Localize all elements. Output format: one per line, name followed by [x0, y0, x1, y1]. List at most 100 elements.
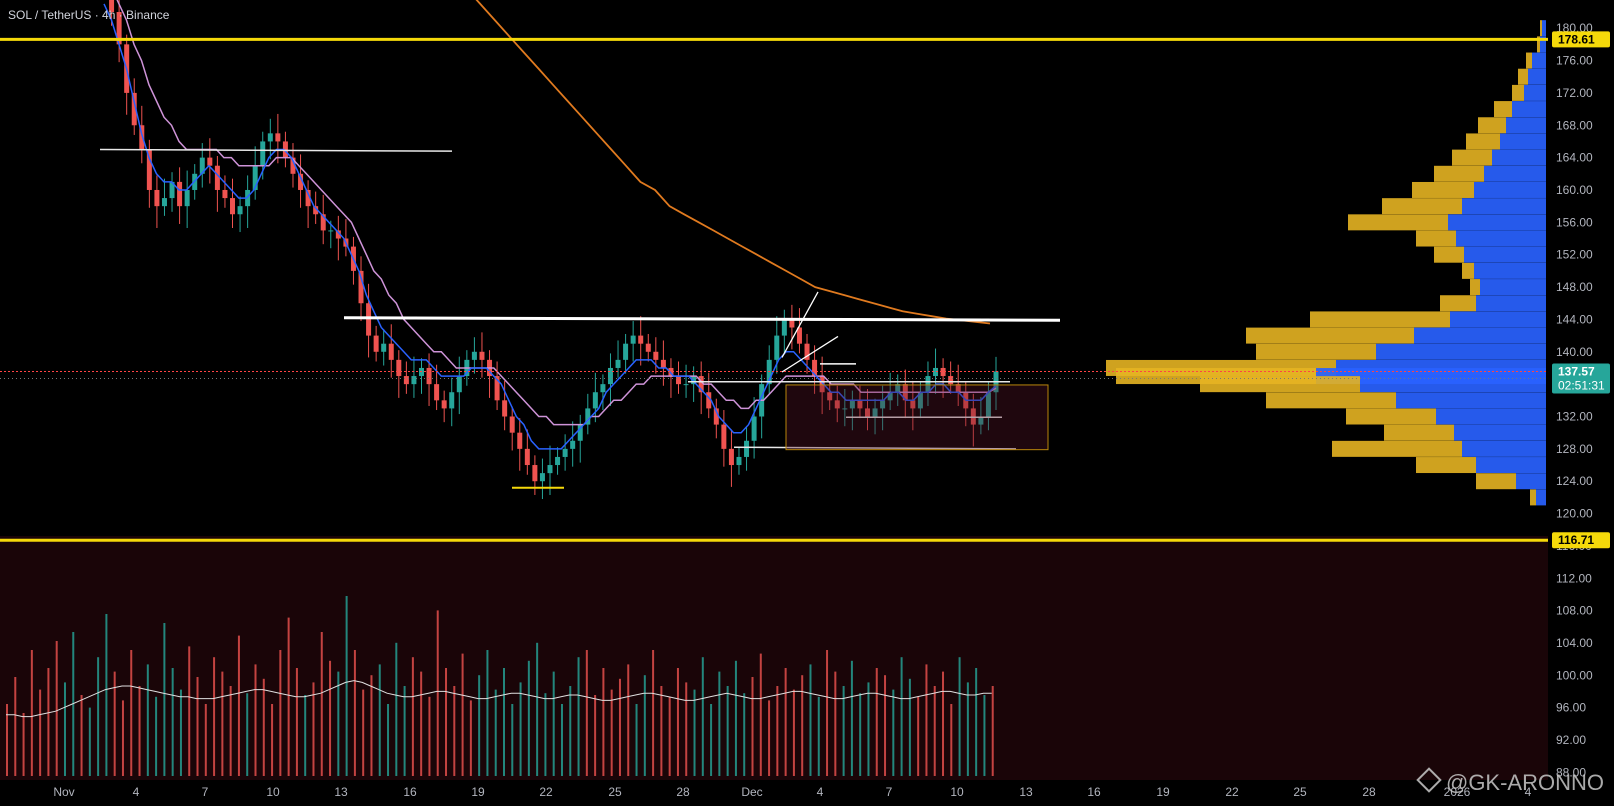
- volume-bar: [403, 686, 406, 776]
- vp-bear-bar: [1537, 36, 1540, 53]
- vp-bull-bar: [1462, 198, 1546, 215]
- channel-line-upper[interactable]: [781, 291, 819, 358]
- candle-body: [774, 335, 780, 360]
- volume-bar: [519, 682, 522, 776]
- price-tick-label: 152.00: [1556, 248, 1593, 262]
- lower-level-tag: 116.71: [1558, 533, 1594, 547]
- vp-bull-bar: [1462, 440, 1546, 457]
- candle-body: [358, 270, 364, 304]
- vp-bear-bar: [1266, 392, 1396, 409]
- price-tick-label: 140.00: [1556, 345, 1593, 359]
- candle-body: [849, 400, 855, 409]
- price-tick-label: 120.00: [1556, 507, 1593, 521]
- volume-bar: [428, 696, 431, 776]
- resistance-line-main[interactable]: [343, 316, 1061, 322]
- vp-bull-bar: [1454, 424, 1546, 441]
- candle-body: [630, 335, 636, 344]
- vp-bull-bar: [1450, 311, 1546, 328]
- symbol-title[interactable]: SOL / TetherUS · 4h · Binance: [8, 8, 170, 22]
- candle-body: [199, 157, 205, 174]
- candle-body: [328, 230, 334, 232]
- volume-bar: [494, 689, 497, 776]
- candle-body: [154, 189, 160, 207]
- drawing-tools[interactable]: [99, 148, 1061, 489]
- candle-body: [411, 376, 417, 385]
- price-tick-label: 160.00: [1556, 183, 1593, 197]
- volume-bar: [784, 668, 787, 776]
- vp-bear-bar: [1310, 311, 1450, 328]
- vp-bull-bar: [1516, 473, 1546, 490]
- volume-bar: [792, 689, 795, 776]
- vp-bull-bar: [1528, 68, 1546, 85]
- price-tick-label: 108.00: [1556, 604, 1593, 618]
- candle-body: [819, 376, 825, 393]
- volume-bar: [163, 623, 166, 776]
- candle-body: [381, 343, 387, 352]
- volume-bar: [809, 664, 812, 776]
- candle-body: [298, 173, 304, 190]
- volume-bar: [610, 689, 613, 776]
- volume-bar: [552, 671, 555, 776]
- candle-body: [502, 400, 508, 417]
- volume-bar: [933, 686, 936, 776]
- price-tick-label: 164.00: [1556, 151, 1593, 165]
- candle-body: [691, 376, 697, 385]
- moving-averages: [103, 0, 997, 450]
- vp-bull-bar: [1448, 214, 1546, 231]
- watermark-text: @GK-ARONNO: [1445, 770, 1604, 795]
- candle-body: [524, 448, 530, 466]
- volume-bar: [958, 657, 961, 776]
- candle-body: [555, 456, 561, 466]
- price-tick-label: 148.00: [1556, 280, 1593, 294]
- vp-bear-bar: [1540, 20, 1542, 37]
- volume-bar: [577, 657, 580, 776]
- candle-body: [887, 392, 893, 401]
- candle-body: [426, 367, 432, 385]
- candle-body: [676, 376, 682, 385]
- candle-body: [116, 12, 122, 45]
- candle-body: [207, 157, 213, 166]
- consolidation-box[interactable]: [785, 384, 1049, 451]
- candle-body: [812, 359, 818, 377]
- candle-body: [245, 189, 251, 207]
- vp-bear-bar: [1452, 149, 1492, 166]
- volume-bar: [685, 682, 688, 776]
- binance-diamond-icon: [1416, 767, 1442, 793]
- candle-body: [252, 165, 258, 190]
- demand-line[interactable]: [733, 446, 1017, 450]
- price-tick-label: 88.00: [1556, 765, 1586, 779]
- volume-bar: [88, 707, 91, 776]
- volume-profile: [1106, 20, 1546, 506]
- volume-bar: [643, 675, 646, 776]
- candle-body: [796, 327, 802, 344]
- volume-bar: [743, 693, 746, 776]
- price-tick-label: 92.00: [1556, 733, 1586, 747]
- vp-bull-bar: [1506, 117, 1546, 134]
- candle-body: [917, 392, 923, 409]
- vp-bear-bar: [1384, 424, 1454, 441]
- candle-body: [222, 189, 228, 199]
- volume-bar: [486, 650, 489, 776]
- vp-bear-bar: [1518, 68, 1528, 85]
- resistance-line-upper[interactable]: [99, 148, 453, 152]
- time-tick-label: 4: [133, 785, 140, 799]
- upper-level-tag-bg: [1552, 31, 1610, 48]
- price-tick-label: 156.00: [1556, 215, 1593, 229]
- volume-bar: [536, 642, 539, 776]
- candle-body: [373, 335, 379, 352]
- volume-bar: [602, 668, 605, 776]
- candle-body: [978, 416, 984, 425]
- candle-body: [305, 189, 311, 207]
- vp-bull-bar: [1492, 149, 1546, 166]
- volume-bar: [759, 653, 762, 776]
- volume-bar: [710, 704, 713, 776]
- price-tick-label: 176.00: [1556, 54, 1593, 68]
- vp-bear-bar: [1512, 84, 1524, 101]
- volume-bar: [436, 610, 439, 776]
- vp-bear-bar: [1494, 101, 1512, 118]
- volume-bar: [420, 671, 423, 776]
- channel-line-lower[interactable]: [781, 335, 839, 373]
- candle-body: [517, 432, 523, 449]
- volume-bar: [14, 677, 17, 776]
